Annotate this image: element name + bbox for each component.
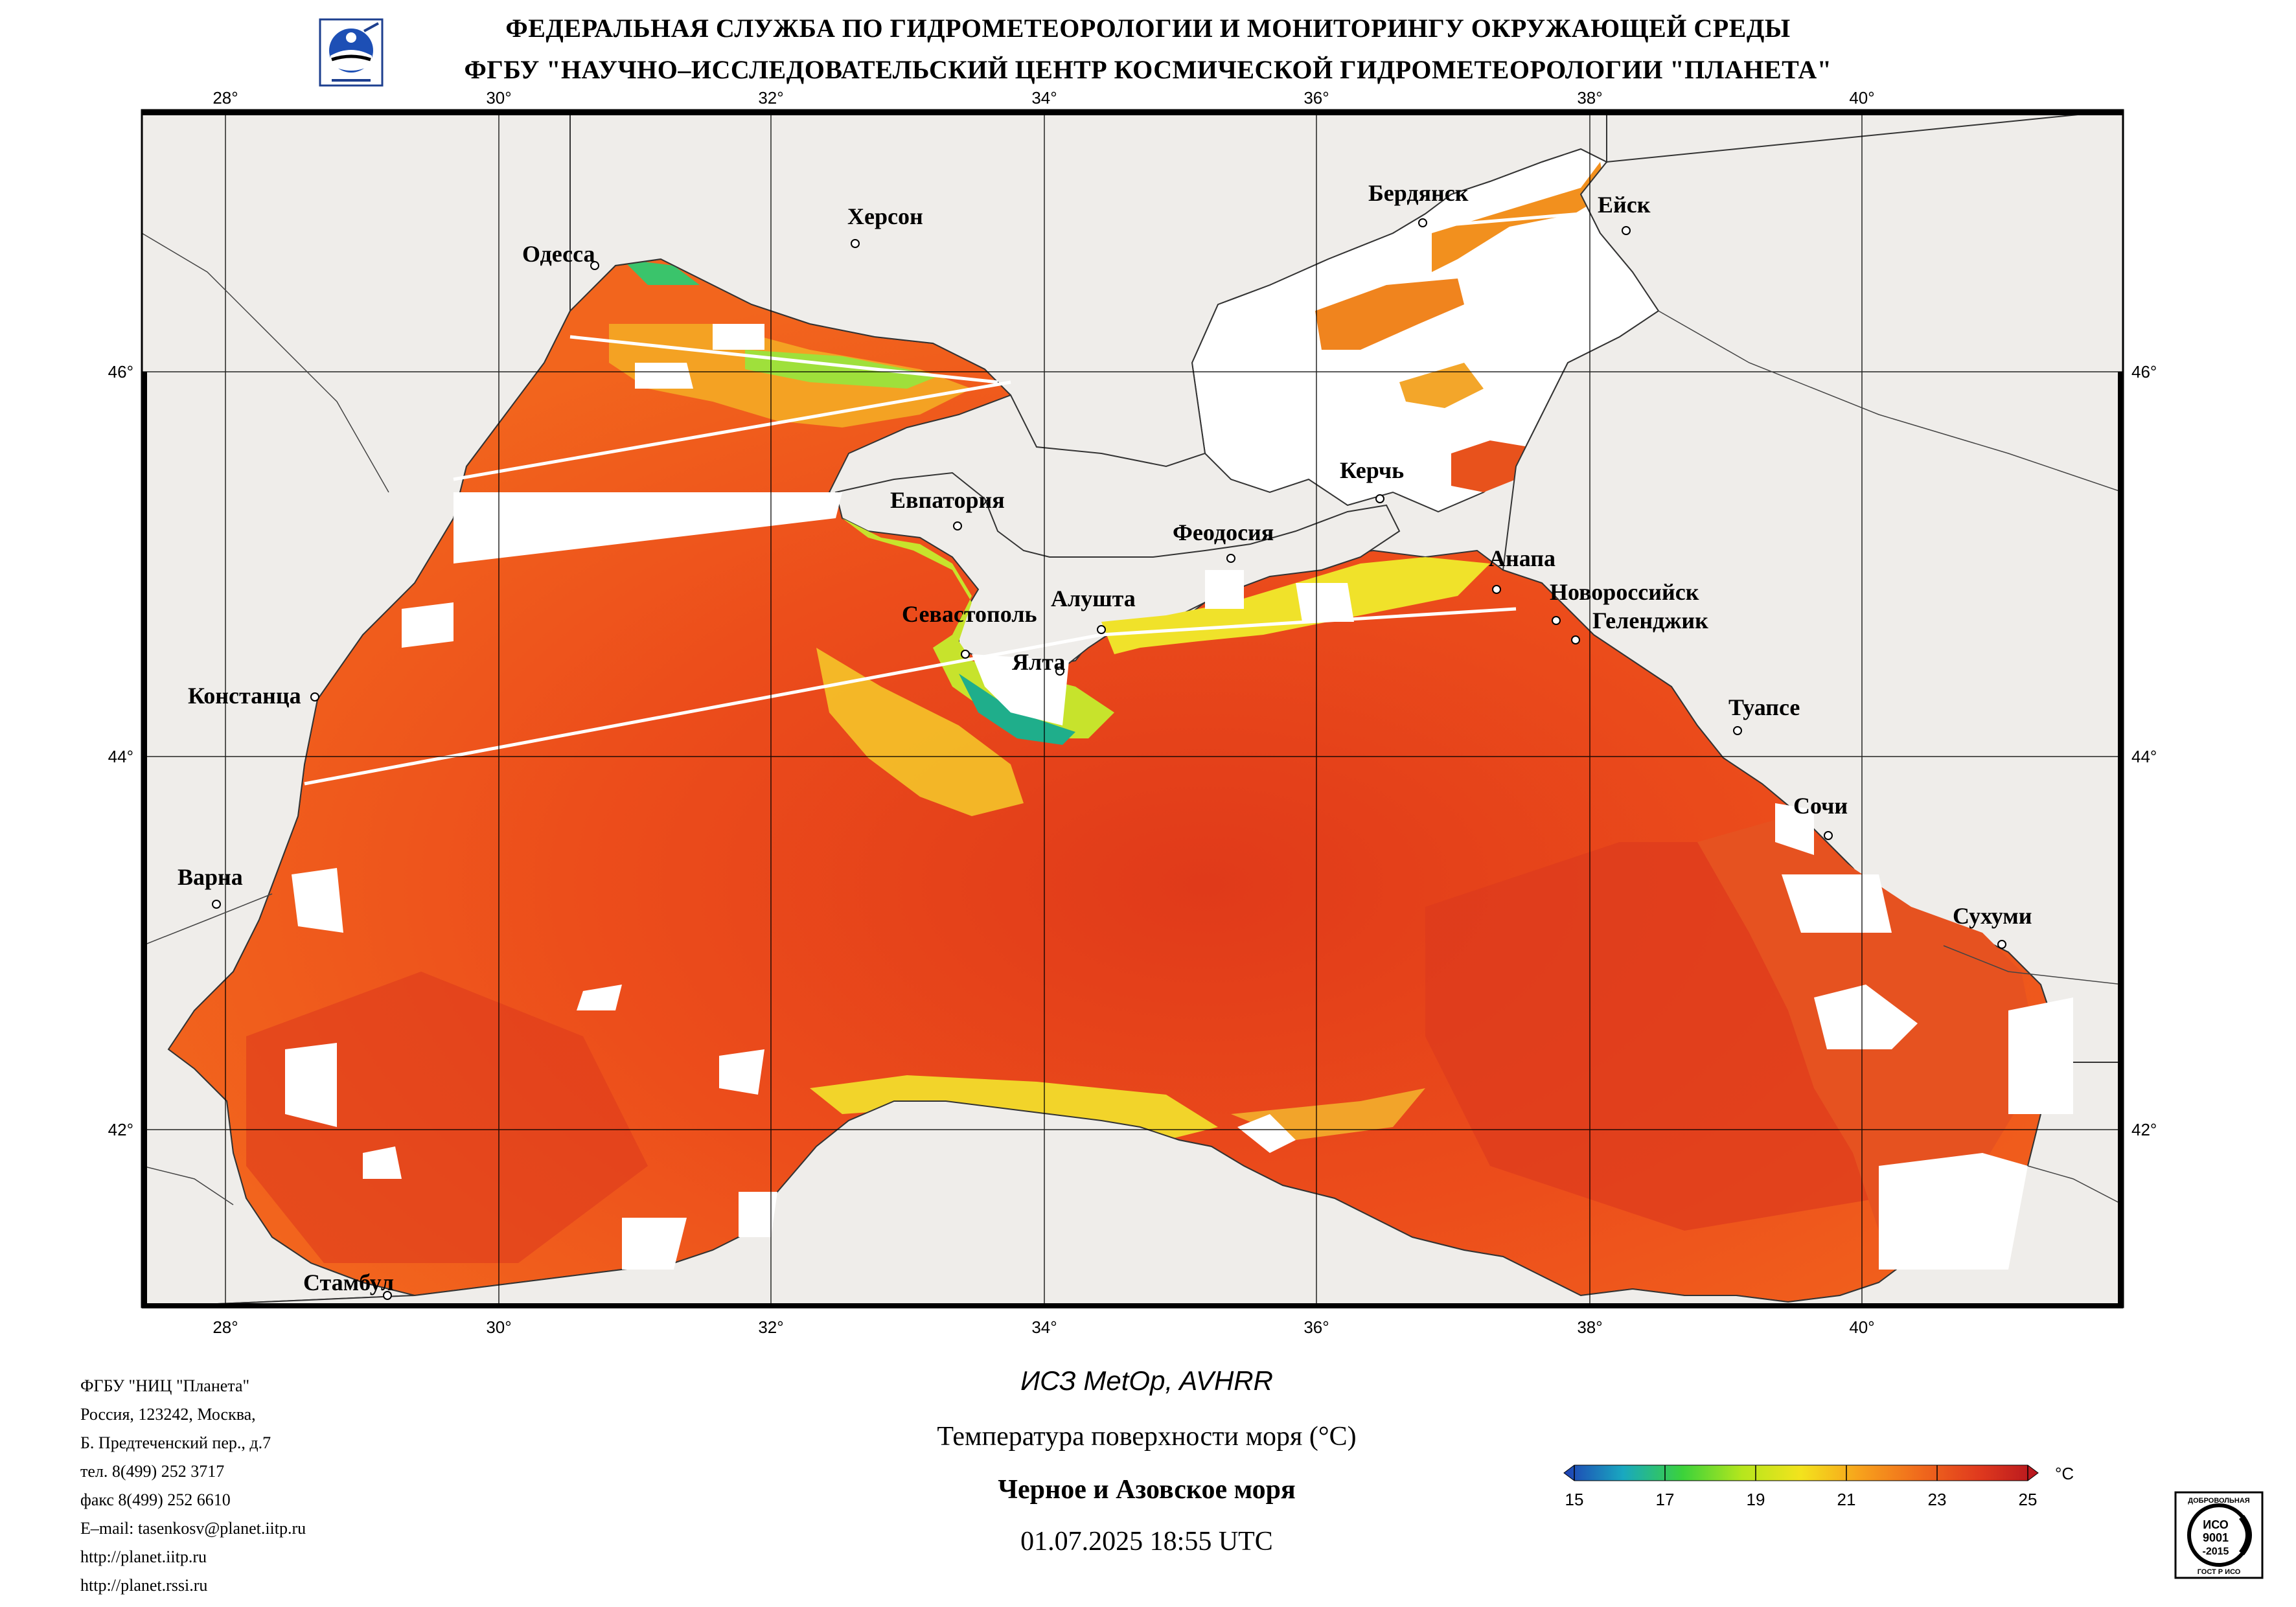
contact-info: ФГБУ "НИЦ "Планета" Россия, 123242, Моск… [80, 1372, 306, 1600]
lon-label-bottom: 40° [1849, 1317, 1874, 1337]
contact-address: Б. Предтеченский пер., д.7 [80, 1433, 271, 1452]
azov-sst-patch [1451, 440, 1529, 492]
city-label: Ялта [1012, 649, 1065, 675]
colorbar-tick-label: 15 [1565, 1490, 1584, 1509]
azov-sst-patch [1432, 162, 1607, 272]
contact-url[interactable]: http://planet.rssi.ru [80, 1576, 208, 1595]
city-label: Сочи [1793, 793, 1848, 819]
contact-phone: тел. 8(499) 252 3717 [80, 1462, 225, 1481]
iso-line3: -2015 [2203, 1546, 2229, 1557]
lat-label-right: 42° [2131, 1120, 2157, 1139]
graticule [142, 110, 2123, 1307]
scan-gaps [304, 212, 1581, 786]
iso-bottom-text: ГОСТ Р ИСО [2198, 1568, 2241, 1576]
lon-label-top: 36° [1303, 88, 1329, 108]
lat-label-right: 46° [2131, 362, 2157, 382]
country-borders [142, 233, 2123, 1205]
lon-label-bottom: 28° [212, 1317, 238, 1337]
city-label: Геленджик [1592, 608, 1708, 633]
lat-label-right: 44° [2131, 747, 2157, 766]
city-label: Феодосия [1173, 519, 1274, 545]
northern-land [569, 110, 1607, 468]
western-land [142, 110, 571, 1307]
city-label: Херсон [847, 203, 923, 229]
center-title: ФГБУ "НАУЧНО–ИССЛЕДОВАТЕЛЬСКИЙ ЦЕНТР КОС… [464, 55, 1832, 84]
lon-label-bottom: 30° [486, 1317, 511, 1337]
city-label: Новороссийск [1550, 579, 1699, 605]
lon-label-top: 32° [758, 88, 783, 108]
azov-sst-patch [1399, 363, 1484, 408]
sst-warm-core [246, 972, 648, 1263]
map-frame-bar [142, 110, 2123, 115]
city-label: Ейск [1598, 192, 1651, 218]
colorbar-ticks [1574, 1465, 2028, 1481]
coastal-cold-band [816, 648, 1024, 816]
parameter-caption: Температура поверхности моря (°C) [937, 1422, 1357, 1452]
city-label: Туапсе [1728, 694, 1800, 720]
colorbar-tick-label: 23 [1928, 1490, 1947, 1509]
colorbar-tick-label: 21 [1837, 1490, 1856, 1509]
lon-label-top: 28° [212, 88, 238, 108]
planeta-logo-icon [319, 18, 384, 87]
map-frame-bar [2118, 372, 2123, 1307]
lon-label-top: 30° [486, 88, 511, 108]
eastern-land [1502, 110, 2123, 1063]
agency-title: ФЕДЕРАЛЬНАЯ СЛУЖБА ПО ГИДРОМЕТЕОРОЛОГИИ … [505, 14, 1791, 43]
colorbar-tick-label: 19 [1747, 1490, 1765, 1509]
contact-org: ФГБУ "НИЦ "Планета" [80, 1376, 250, 1395]
sst-colorbar: 15 17 19 21 23 25 °C [1563, 1464, 2074, 1509]
lat-label-left: 46° [108, 362, 133, 382]
lon-label-top: 38° [1577, 88, 1602, 108]
satellite-caption: ИСЗ MetOp, AVHRR [1020, 1365, 1273, 1396]
colorbar-ramp [1563, 1465, 2039, 1481]
contact-fax: факс 8(499) 252 6610 [80, 1490, 231, 1509]
lon-label-top: 34° [1031, 88, 1057, 108]
coastal-cold-band [622, 259, 700, 285]
iso-certificate-badge: ДОБРОВОЛЬНАЯ ИСО 9001 -2015 ГОСТ Р ИСО [2174, 1491, 2264, 1579]
lon-label-bottom: 34° [1031, 1317, 1057, 1337]
colorbar-tick-label: 17 [1656, 1490, 1675, 1509]
city-label: Керчь [1340, 457, 1404, 483]
city-label: Сухуми [1953, 903, 2032, 929]
city-label: Алушта [1051, 586, 1136, 611]
contact-url[interactable]: http://planet.iitp.ru [80, 1547, 207, 1566]
iso-line2: 9001 [2203, 1531, 2229, 1544]
city-label: Варна [178, 864, 243, 890]
colorbar-tick-label: 25 [2019, 1490, 2038, 1509]
datetime-caption: 01.07.2025 18:55 UTC [1020, 1527, 1273, 1556]
map-frame-bar [142, 372, 147, 1307]
lon-label-bottom: 38° [1577, 1317, 1602, 1337]
region-caption: Черное и Азовское моря [998, 1475, 1296, 1505]
city-label: Евпатория [890, 487, 1005, 513]
city-label: Бердянск [1368, 180, 1469, 206]
city-markers [212, 218, 2006, 1300]
lon-label-bottom: 36° [1303, 1317, 1329, 1337]
azov-sst-patch [1315, 279, 1464, 350]
city-label: Стамбул [303, 1270, 394, 1295]
contact-email[interactable]: E–mail: tasenkosv@planet.iitp.ru [80, 1519, 306, 1538]
city-label: Констанца [188, 683, 301, 709]
iso-line1: ИСО [2203, 1518, 2229, 1531]
lat-label-left: 42° [108, 1120, 133, 1139]
lon-label-bottom: 32° [758, 1317, 783, 1337]
lat-label-left: 44° [108, 747, 133, 766]
cloud-patches [285, 324, 2073, 1270]
map-frame-bar [142, 1303, 2123, 1308]
city-label: Анапа [1489, 545, 1556, 571]
lon-label-top: 40° [1849, 88, 1874, 108]
city-label: Севастополь [902, 601, 1037, 627]
crimea-land [834, 472, 1401, 674]
iso-top-text: ДОБРОВОЛЬНАЯ [2188, 1497, 2250, 1505]
contact-address: Россия, 123242, Москва, [80, 1405, 256, 1424]
colorbar-unit: °C [2055, 1464, 2074, 1483]
city-label: Одесса [522, 241, 595, 267]
